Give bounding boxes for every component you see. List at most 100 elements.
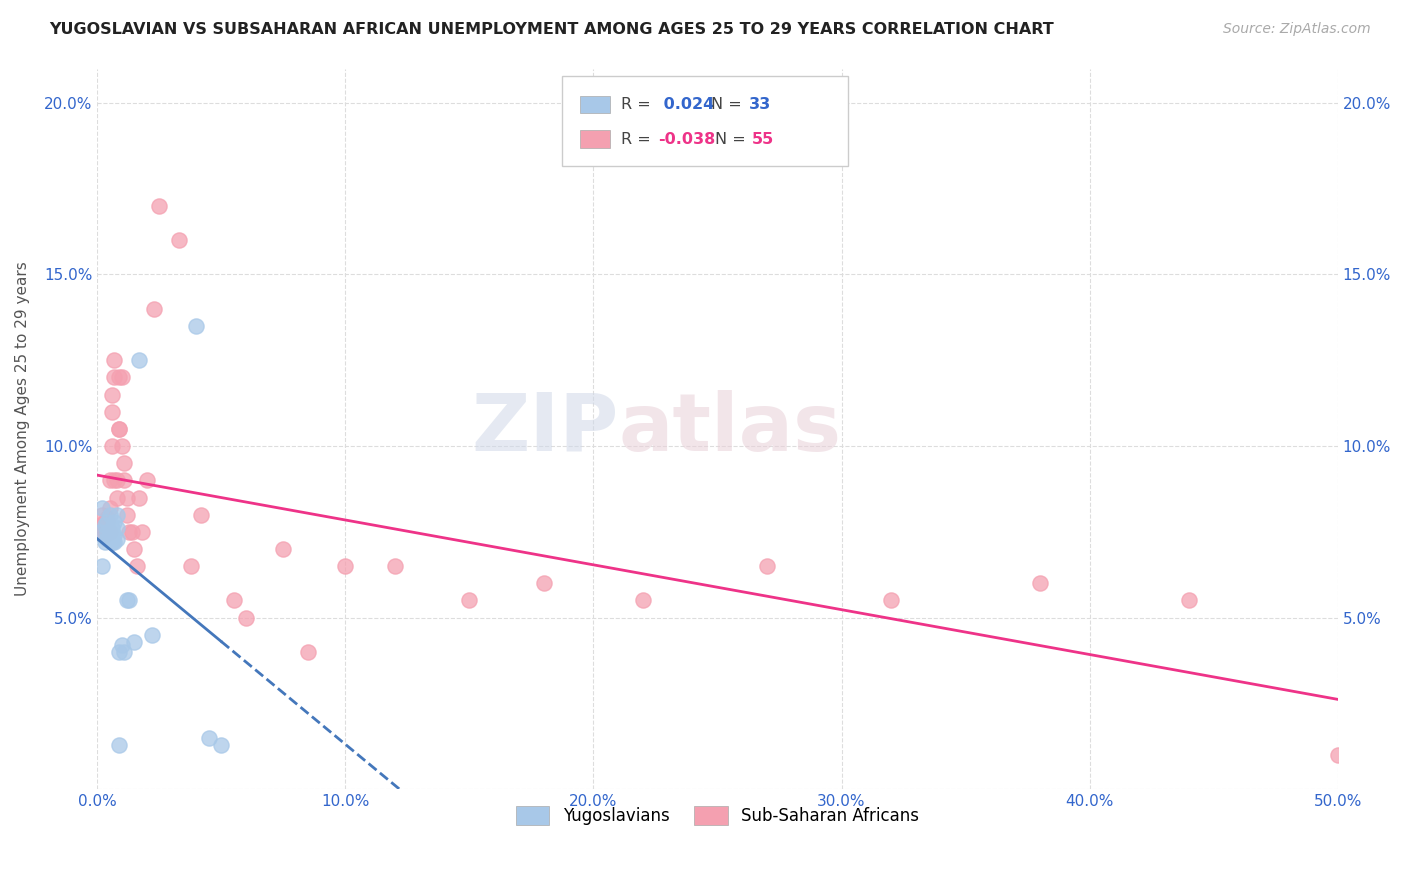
Point xyxy=(96,515,118,529)
Point xyxy=(96,524,118,539)
Point xyxy=(384,559,406,574)
Point xyxy=(115,508,138,522)
Point xyxy=(108,645,131,659)
Point xyxy=(197,731,219,745)
Point xyxy=(91,500,114,515)
Point xyxy=(335,559,357,574)
Point xyxy=(89,524,111,539)
Point xyxy=(118,593,141,607)
Point xyxy=(93,528,115,542)
Point xyxy=(1178,593,1201,607)
Point xyxy=(103,370,125,384)
Point xyxy=(124,541,146,556)
Point xyxy=(533,576,555,591)
Point xyxy=(101,535,124,549)
Point xyxy=(112,645,135,659)
Point xyxy=(108,422,131,436)
Point xyxy=(135,474,157,488)
Point xyxy=(222,593,245,607)
Point xyxy=(98,524,121,539)
Point xyxy=(93,518,115,533)
Point xyxy=(141,628,163,642)
Point xyxy=(756,559,779,574)
Point xyxy=(190,508,212,522)
Text: YUGOSLAVIAN VS SUBSAHARAN AFRICAN UNEMPLOYMENT AMONG AGES 25 TO 29 YEARS CORRELA: YUGOSLAVIAN VS SUBSAHARAN AFRICAN UNEMPL… xyxy=(49,22,1054,37)
Point xyxy=(98,474,121,488)
Point xyxy=(105,521,128,535)
Text: -0.038: -0.038 xyxy=(658,131,716,146)
Point xyxy=(180,559,202,574)
Point xyxy=(112,456,135,470)
Point xyxy=(631,593,654,607)
Point xyxy=(118,524,141,539)
Point xyxy=(105,474,128,488)
Legend: Yugoslavians, Sub-Saharan Africans: Yugoslavians, Sub-Saharan Africans xyxy=(506,796,929,835)
Text: N =: N = xyxy=(716,131,751,146)
Point xyxy=(880,593,903,607)
Point xyxy=(111,638,134,652)
Point xyxy=(112,474,135,488)
Point xyxy=(124,634,146,648)
Point xyxy=(103,528,125,542)
Point xyxy=(131,524,153,539)
Text: 33: 33 xyxy=(748,96,770,112)
Y-axis label: Unemployment Among Ages 25 to 29 years: Unemployment Among Ages 25 to 29 years xyxy=(15,261,30,596)
Point xyxy=(235,610,257,624)
Text: 55: 55 xyxy=(752,131,775,146)
Text: R =: R = xyxy=(620,131,655,146)
Point xyxy=(101,405,124,419)
Point xyxy=(108,422,131,436)
Point xyxy=(125,559,148,574)
Text: N =: N = xyxy=(711,96,747,112)
FancyBboxPatch shape xyxy=(562,76,848,166)
Point xyxy=(167,233,190,247)
Point xyxy=(101,439,124,453)
Point xyxy=(111,370,134,384)
Point xyxy=(458,593,481,607)
Point xyxy=(105,491,128,505)
Point xyxy=(103,474,125,488)
FancyBboxPatch shape xyxy=(579,130,610,148)
Point xyxy=(96,511,118,525)
Point xyxy=(101,387,124,401)
Point xyxy=(105,532,128,546)
Point xyxy=(115,491,138,505)
Point xyxy=(148,199,170,213)
Point xyxy=(101,535,124,549)
Point xyxy=(101,521,124,535)
Point xyxy=(89,518,111,533)
Point xyxy=(93,518,115,533)
Point xyxy=(96,521,118,535)
Point xyxy=(108,370,131,384)
Point xyxy=(105,508,128,522)
FancyBboxPatch shape xyxy=(579,95,610,113)
Point xyxy=(96,532,118,546)
Point xyxy=(209,738,232,752)
Point xyxy=(91,521,114,535)
Point xyxy=(1029,576,1052,591)
Point xyxy=(98,524,121,539)
Text: Source: ZipAtlas.com: Source: ZipAtlas.com xyxy=(1223,22,1371,37)
Point xyxy=(103,515,125,529)
Point xyxy=(297,645,319,659)
Point xyxy=(96,515,118,529)
Point xyxy=(1326,747,1348,762)
Text: ZIP: ZIP xyxy=(471,390,619,468)
Point xyxy=(128,353,150,368)
Point xyxy=(91,559,114,574)
Point xyxy=(103,353,125,368)
Point xyxy=(143,301,166,316)
Text: atlas: atlas xyxy=(619,390,841,468)
Point xyxy=(93,535,115,549)
Point xyxy=(98,500,121,515)
Point xyxy=(115,593,138,607)
Point xyxy=(186,318,208,333)
Text: 0.024: 0.024 xyxy=(658,96,714,112)
Point xyxy=(98,508,121,522)
Point xyxy=(108,738,131,752)
Point xyxy=(91,508,114,522)
Point xyxy=(98,524,121,539)
Point xyxy=(271,541,294,556)
Point xyxy=(98,532,121,546)
Text: R =: R = xyxy=(620,96,655,112)
